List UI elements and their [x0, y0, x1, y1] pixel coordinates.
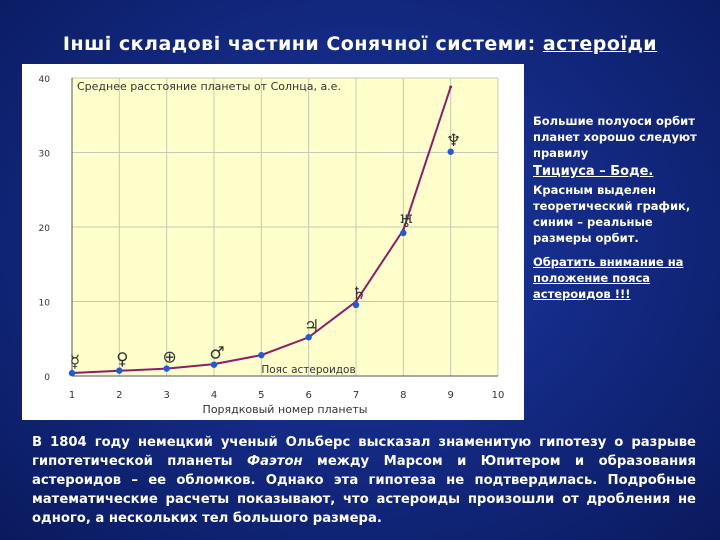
slide-title: Інші складові частини Сонячної системи: … — [0, 33, 720, 55]
title-text: Інші складові частини Сонячної системи: — [62, 33, 543, 55]
x-tick-label: 10 — [492, 390, 505, 401]
body-paragraph: В 1804 году немецкий ученый Ольберс выск… — [32, 433, 696, 528]
venus-symbol: ♀ — [116, 350, 128, 370]
x-tick-label: 1 — [69, 390, 75, 401]
side-text-rule: Большие полуоси орбит планет хорошо след… — [533, 114, 697, 160]
uranus-symbol: ♅ — [399, 212, 414, 232]
y-tick-label: 10 — [39, 299, 51, 309]
x-tick-label: 9 — [447, 390, 453, 401]
side-panel: Большие полуоси орбит планет хорошо след… — [533, 113, 711, 302]
x-axis-label: Порядковый номер планеты — [203, 403, 368, 416]
x-tick-label: 4 — [211, 390, 217, 401]
jupiter-symbol: ♃ — [304, 316, 319, 336]
bode-law-chart: 0 10 20 30 40 1 2 3 4 5 6 7 8 9 10 Среднее расстояние п… — [22, 64, 524, 420]
body-text-1: В 1804 году немецкий ученый Ольберс выск… — [32, 435, 696, 469]
x-tick-label: 7 — [353, 390, 359, 401]
earth-symbol: ⊕ — [163, 348, 177, 368]
y-tick-label: 30 — [39, 150, 51, 160]
actual-orbit-point — [163, 365, 170, 372]
neptune-symbol: ♆ — [446, 131, 461, 151]
actual-orbit-point — [305, 334, 312, 341]
actual-orbit-point — [210, 361, 218, 368]
x-tick-label: 6 — [305, 390, 311, 401]
y-tick-label: 40 — [39, 75, 51, 85]
x-tick-label: 3 — [163, 390, 169, 401]
x-tick-label: 2 — [116, 390, 122, 401]
mars-symbol: ♂ — [209, 344, 224, 364]
side-text-legend: Красным выделен теоретический график, си… — [533, 183, 691, 245]
actual-orbit-point — [68, 369, 76, 377]
phaeton-name: Фаэтон — [247, 454, 303, 469]
actual-orbit-point — [447, 148, 454, 155]
saturn-symbol: ♄ — [351, 284, 366, 304]
y-tick-label: 20 — [39, 224, 51, 234]
body-text-2: между Марсом и Юпитером и образования ас… — [32, 454, 696, 526]
y-tick-label: 0 — [44, 373, 50, 383]
theory-point — [449, 85, 453, 89]
actual-orbit-point — [400, 229, 407, 237]
actual-orbit-point — [116, 367, 123, 374]
asteroid-belt-label: Пояс астероидов — [261, 364, 355, 376]
asteroid-belt-note[interactable]: Обратить внимание на положение пояса аст… — [533, 255, 684, 301]
actual-orbit-point — [352, 301, 360, 309]
chart-container: 0 10 20 30 40 1 2 3 4 5 6 7 8 9 10 Среднее расстояние п… — [22, 64, 524, 420]
actual-orbit-point — [258, 351, 265, 359]
titius-bode-link[interactable]: Тициуса – Боде. — [533, 164, 654, 179]
x-tick-label: 8 — [400, 390, 406, 401]
chart-title: Среднее расстояние планеты от Солнца, а.… — [77, 80, 341, 93]
x-tick-label: 5 — [258, 390, 264, 401]
title-link[interactable]: астероїди — [542, 33, 658, 55]
mercury-symbol: ☿ — [70, 352, 80, 372]
